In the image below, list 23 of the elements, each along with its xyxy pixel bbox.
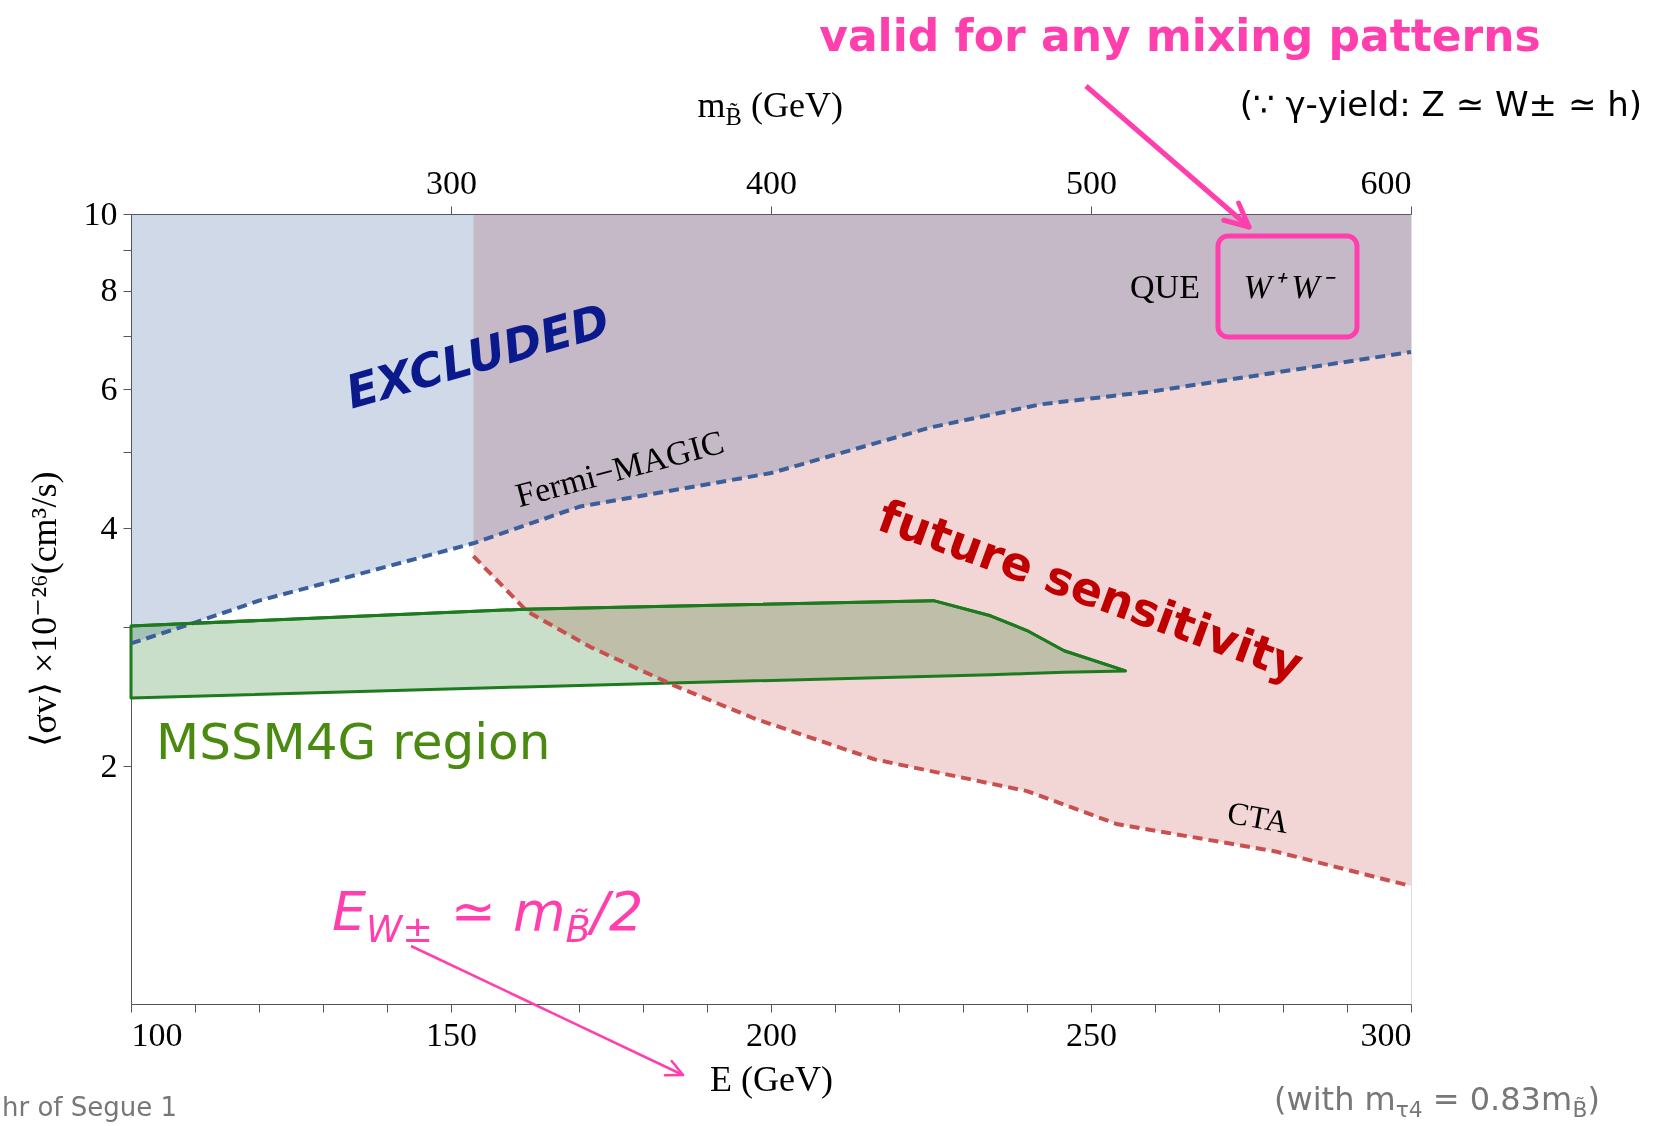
annotation: QUE [1130,268,1200,305]
x2-tick-label: 300 [426,163,477,201]
x-tick-label: 200 [746,1015,797,1053]
text: (∵ γ-yield: Z ≃ W± ≃ h) [1239,84,1642,124]
y-tick-label: 4 [100,508,118,546]
y-tick-label: 8 [100,271,118,309]
annotation: W⁺ W⁻ [1243,268,1336,305]
y-tick-label: 10 [83,194,118,232]
x-tick-label: 100 [131,1015,183,1053]
y-tick-label: 2 [100,746,118,784]
y-axis-title: ⟨σv⟩ ×10⁻²⁶(cm³/s) [23,471,64,748]
annotation: CTA [1224,793,1292,841]
x-tick-label: 150 [426,1015,477,1053]
text: hr of Segue 1 [2,1092,178,1122]
y-tick-label: 6 [100,369,118,407]
x-axis-title: E (GeV) [710,1058,833,1099]
x2-tick-label: 500 [1066,163,1117,201]
text: valid for any mixing patterns [819,10,1541,61]
x-tick-label: 250 [1066,1015,1117,1053]
annotation: MSSM4G region [156,713,551,771]
x2-tick-label: 600 [1360,163,1412,201]
x2-tick-label: 400 [746,163,797,201]
x-tick-label: 300 [1360,1015,1412,1053]
